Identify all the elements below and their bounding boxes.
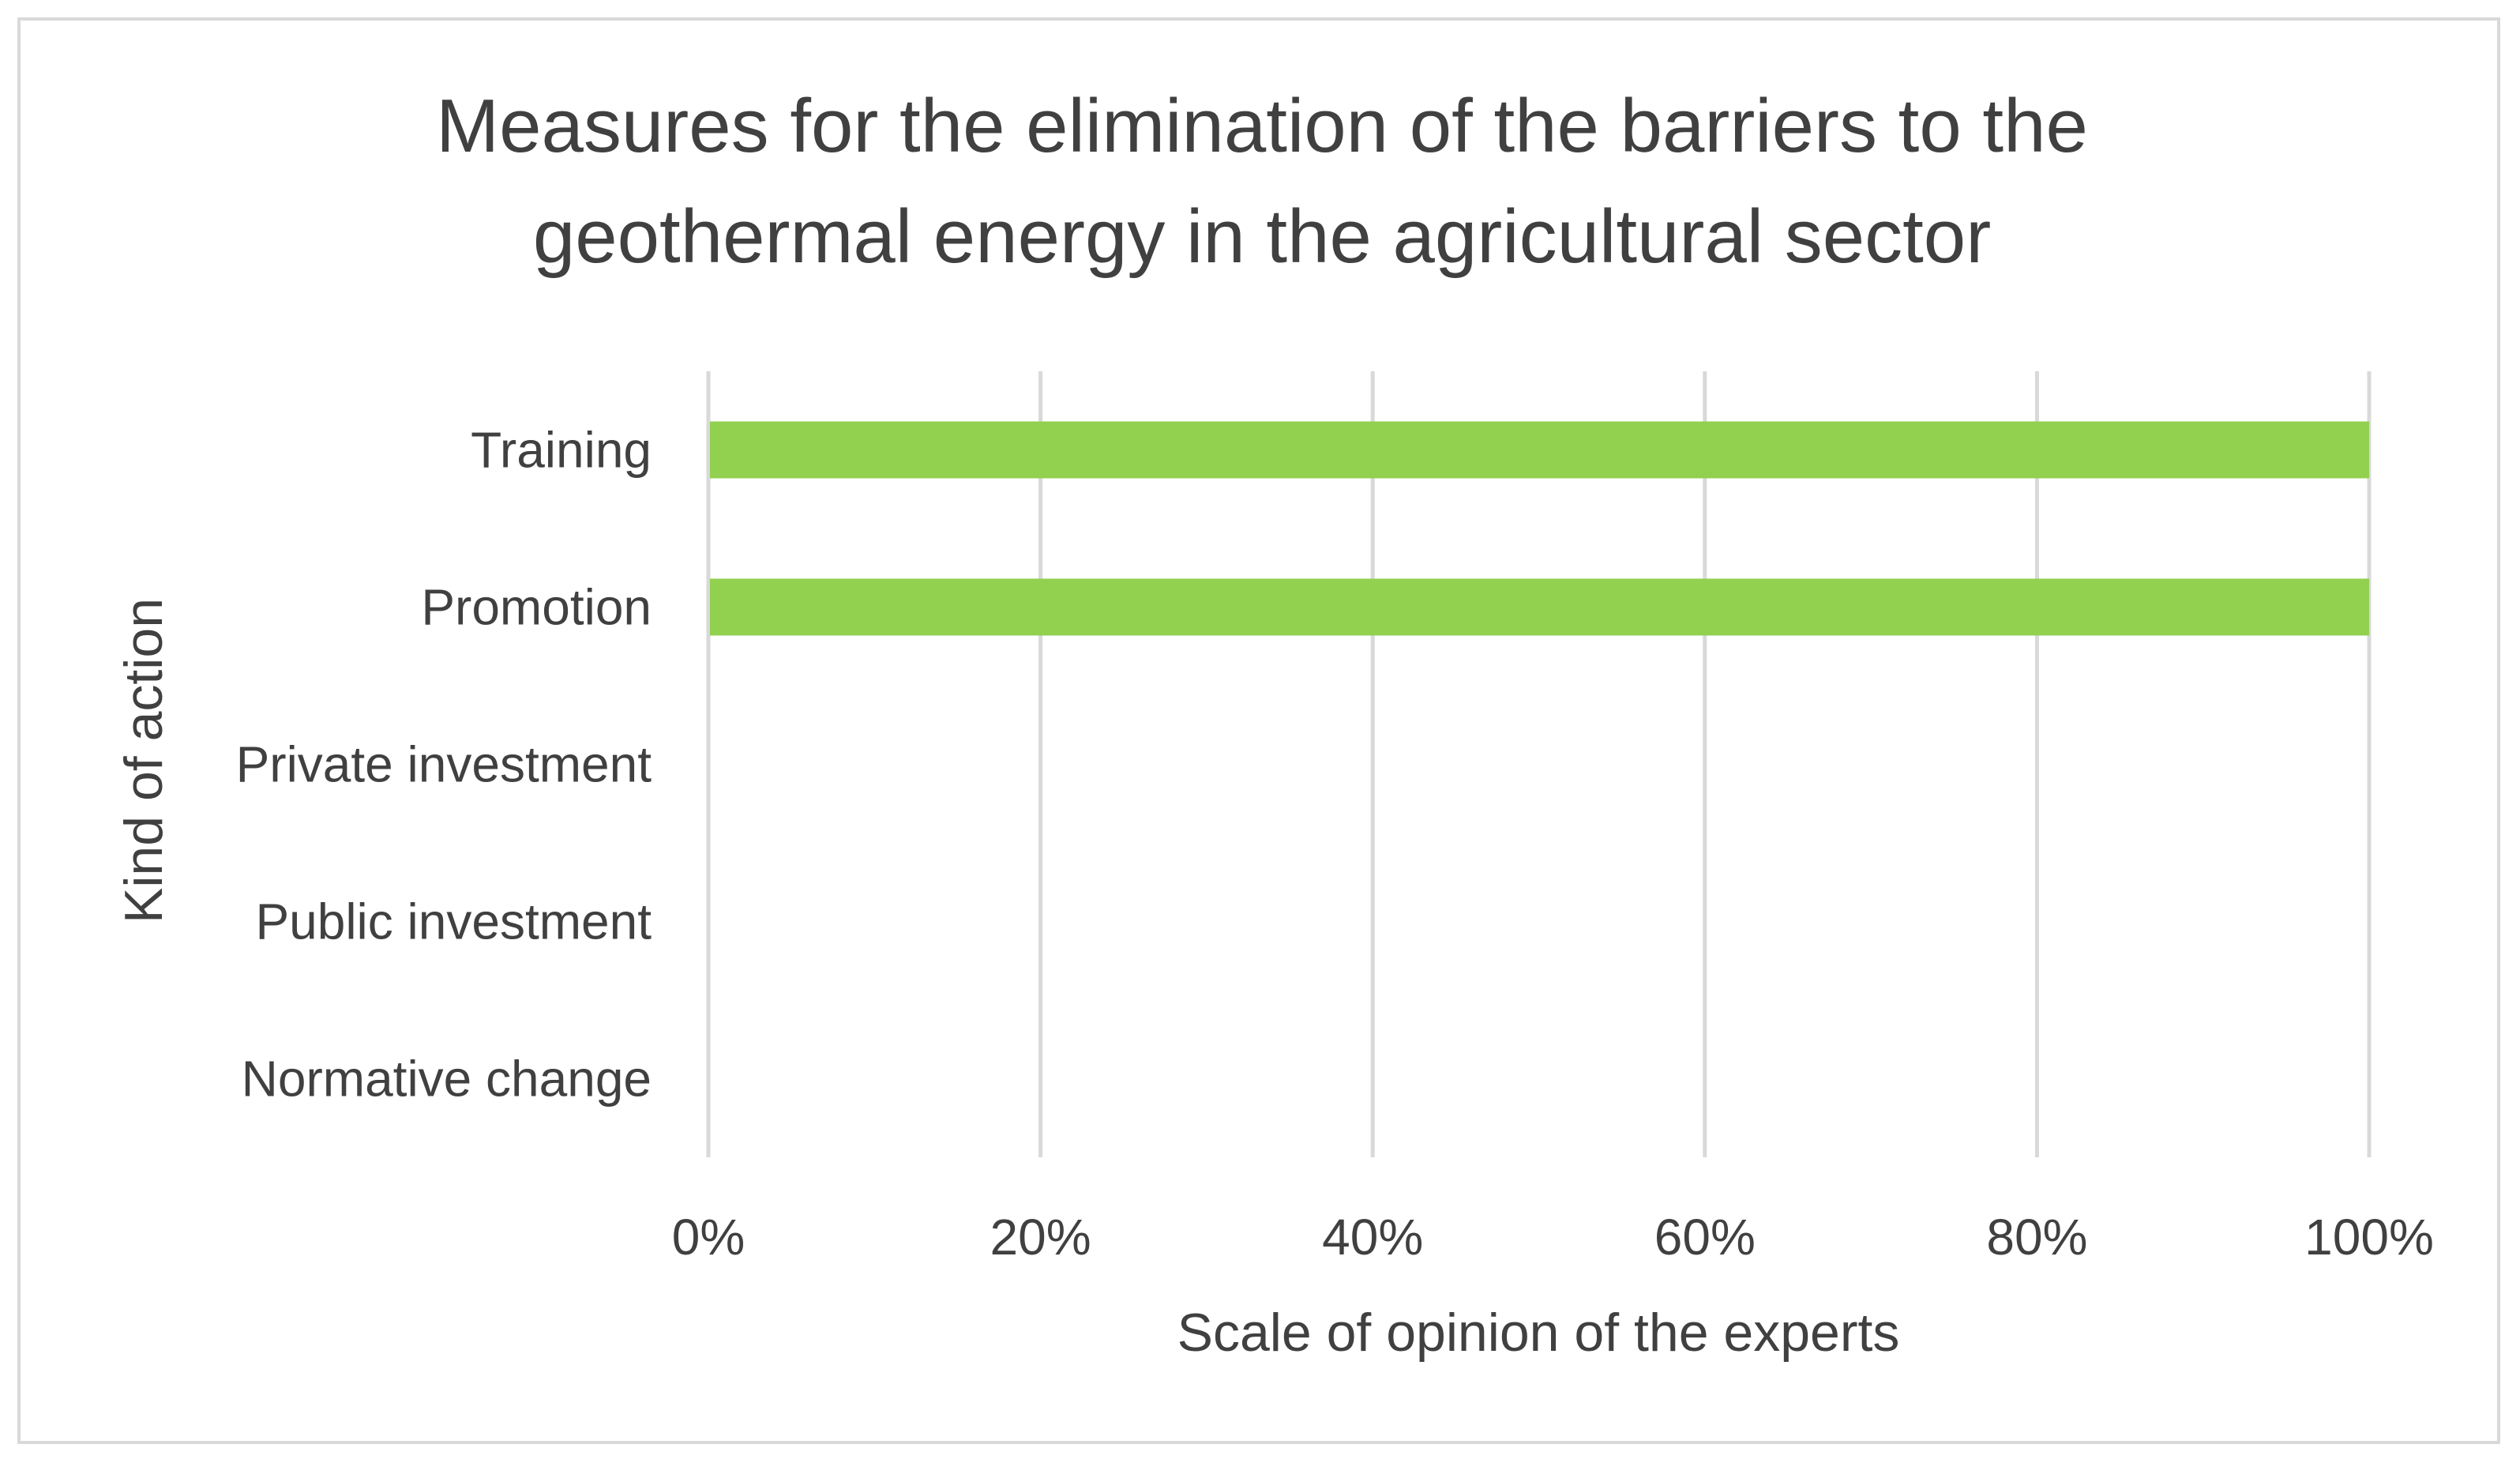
y-tick-label: Private investment [236, 736, 652, 793]
y-tick-label: Public investment [255, 893, 652, 950]
chart-title-line-1: Measures for the elimination of the barr… [436, 84, 2088, 168]
x-tick-label: 20% [990, 1209, 1091, 1266]
gridlines [706, 371, 2372, 1157]
y-tick-label: Promotion [421, 579, 652, 636]
x-axis-title: Scale of opinion of the experts [1177, 1303, 1900, 1363]
y-tick-label: Normative change [242, 1051, 652, 1108]
bar-promotion [710, 578, 2369, 636]
x-tick-label: 60% [1654, 1209, 1756, 1266]
x-tick-label: 100% [2304, 1209, 2434, 1266]
y-axis-tick-labels: Training Promotion Private investment Publi… [236, 422, 652, 1108]
x-axis-tick-labels: 0% 20% 40% 60% 80% 100% [672, 1209, 2434, 1266]
y-axis-title: Kind of action [114, 598, 174, 923]
chart-frame [17, 17, 2500, 1444]
x-tick-label: 80% [1986, 1209, 2087, 1266]
bars [710, 421, 2369, 636]
x-tick-label: 40% [1322, 1209, 1423, 1266]
y-tick-label: Training [471, 422, 652, 479]
x-tick-label: 0% [672, 1209, 745, 1266]
bar-training [710, 421, 2369, 479]
chart-title-line-2: geothermal energy in the agricultural se… [533, 194, 1991, 279]
